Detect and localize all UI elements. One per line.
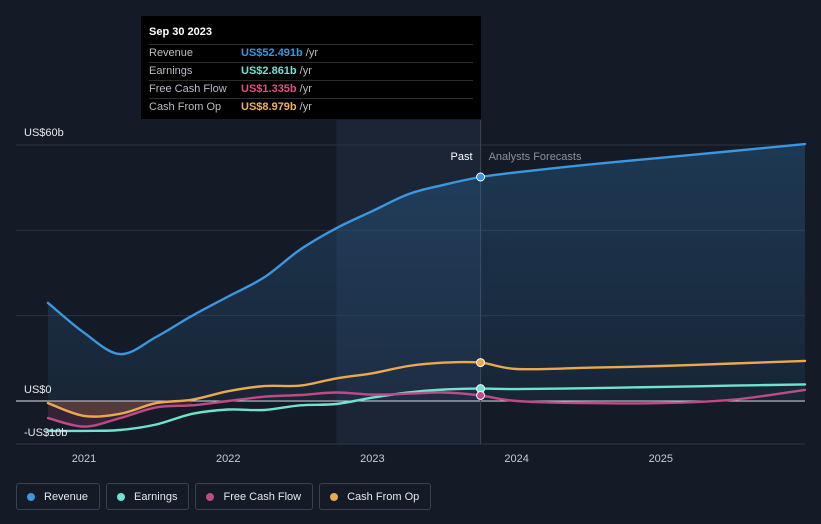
tooltip-label: Earnings <box>149 65 193 77</box>
series-line-revenue <box>46 142 807 356</box>
legend-dot-icon <box>27 492 35 501</box>
x-tick-label: 2021 <box>72 453 96 465</box>
series-line-cash-from-op <box>46 359 807 418</box>
tooltip-row-cash-from-op: Cash From Op US$8.979b /yr <box>149 98 473 116</box>
tooltip-value: US$1.335b <box>241 83 297 95</box>
series-line-free-cash-flow <box>46 388 807 428</box>
y-tick-label: -US$10b <box>24 427 67 439</box>
x-tick-label: 2025 <box>649 453 673 465</box>
series-line-earnings <box>46 383 807 433</box>
y-tick-label: US$0 <box>24 384 52 396</box>
point-revenue <box>476 172 486 182</box>
tooltip-value: US$2.861b <box>241 65 297 77</box>
point-free-cash-flow <box>476 390 486 400</box>
legend-label: Cash From Op <box>347 490 420 503</box>
tooltip-label: Free Cash Flow <box>149 83 227 95</box>
point-cash-from-op <box>476 358 486 368</box>
legend-item-cash-from-op[interactable]: Cash From Op <box>319 483 432 510</box>
tooltip-unit: /yr <box>299 65 312 77</box>
legend-label: Free Cash Flow <box>223 490 302 503</box>
tooltip-unit: /yr <box>299 101 312 113</box>
tooltip-date: Sep 30 2023 <box>149 26 212 38</box>
legend-item-free-cash-flow[interactable]: Free Cash Flow <box>195 483 314 510</box>
tooltip-value: US$8.979b <box>241 101 297 113</box>
x-tick-label: 2023 <box>360 453 384 465</box>
tooltip-value: US$52.491b <box>241 47 303 59</box>
tooltip-unit: /yr <box>305 47 318 59</box>
legend-label: Earnings <box>134 490 178 503</box>
tooltip-row-free-cash-flow: Free Cash Flow US$1.335b /yr <box>149 80 473 98</box>
legend-item-earnings[interactable]: Earnings <box>106 483 190 510</box>
legend-dot-icon <box>206 492 215 501</box>
legend-label: Revenue <box>44 490 89 503</box>
series-area-revenue <box>48 144 805 401</box>
x-tick-label: 2022 <box>216 453 240 465</box>
forecast-label: Analysts Forecasts <box>489 151 582 163</box>
past-label: Past <box>451 151 473 163</box>
series-neg-area-cash-from-op <box>48 399 193 417</box>
tooltip-unit: /yr <box>299 83 312 95</box>
tooltip-row-earnings: Earnings US$2.861b /yr <box>149 62 473 80</box>
tooltip-label: Cash From Op <box>149 101 222 113</box>
tooltip-label: Revenue <box>149 47 194 59</box>
tooltip: Sep 30 2023 Revenue US$52.491b /yr Earni… <box>141 16 481 119</box>
y-tick-label: US$60b <box>24 127 64 139</box>
legend-dot-icon <box>117 492 126 501</box>
legend-dot-icon <box>330 492 339 501</box>
legend-item-revenue[interactable]: Revenue <box>16 483 101 510</box>
x-tick-label: 2024 <box>504 453 528 465</box>
tooltip-row-revenue: Revenue US$52.491b /yr <box>149 44 473 62</box>
legend: Revenue Earnings Free Cash Flow Cash Fro… <box>16 483 432 510</box>
